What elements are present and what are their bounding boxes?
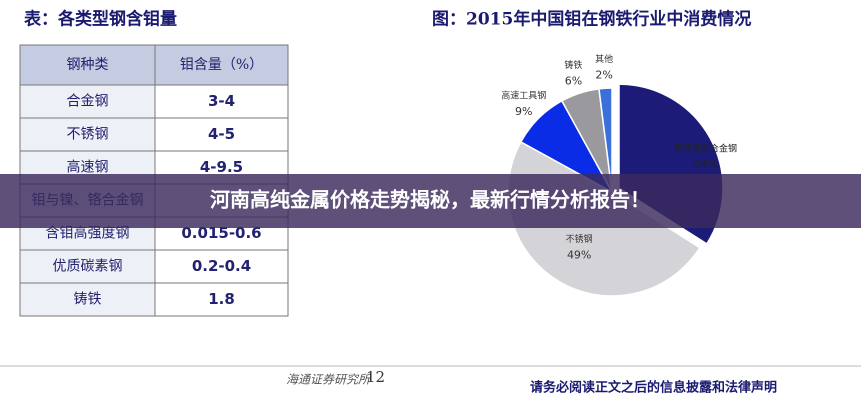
banner-bg xyxy=(0,174,861,228)
steel-cell: 高速钢 xyxy=(67,159,109,176)
table-title: 表：各类型钢含钼量 xyxy=(24,9,177,30)
value-cell: 4-5 xyxy=(208,125,235,143)
steel-cell: 含钼高强度钢 xyxy=(46,225,130,242)
steel-cell: 不锈钢 xyxy=(67,127,109,143)
slice-value: 9% xyxy=(515,105,532,118)
steel-cell: 铸铁 xyxy=(74,292,102,308)
header-cell: 钢种类 xyxy=(67,57,109,73)
page-number: 12 xyxy=(366,368,385,386)
banner-text[interactable]: 河南高纯金属价格走势揭秘，最新行情分析报告！ xyxy=(210,188,650,212)
pie-chart: 高强度低合金钢 34% 不锈钢 49% 高速工具钢 9% 铸铁 6% 其他 2% xyxy=(501,53,737,297)
row-bg xyxy=(20,250,155,283)
slice-name: 不锈钢 xyxy=(566,233,593,245)
slice-name: 其他 xyxy=(595,53,613,65)
slice-name: 铸铁 xyxy=(564,59,582,71)
value-cell: 0.2-0.4 xyxy=(192,257,251,275)
slice-value: 49% xyxy=(567,249,591,262)
pie-slice xyxy=(598,87,613,193)
value-cell: 3-4 xyxy=(208,92,235,110)
slice-value: 2% xyxy=(595,68,612,81)
value-cell: 1.8 xyxy=(208,290,235,308)
chart-title: 图：2015年中国钼在钢铁行业中消费情况 xyxy=(432,9,751,30)
header-cell: 钼含量（%） xyxy=(180,57,263,73)
slice-value: 34% xyxy=(693,158,717,171)
disclaimer: 请务必阅读正文之后的信息披露和法律声明 xyxy=(530,380,777,396)
steel-cell: 优质碳素钢 xyxy=(53,259,123,275)
value-cell: 0.015-0.6 xyxy=(181,224,261,242)
value-cell: 4-9.5 xyxy=(200,158,243,176)
slice-name: 高强度低合金钢 xyxy=(674,143,737,155)
slice-name: 高速工具钢 xyxy=(501,89,546,101)
footer-source: 海通证券研究所 xyxy=(286,373,372,387)
slice-value: 6% xyxy=(565,74,582,87)
header-bg xyxy=(20,45,288,85)
row-bg xyxy=(20,85,155,118)
row-bg xyxy=(20,118,155,151)
steel-cell: 合金钢 xyxy=(67,94,109,110)
row-bg xyxy=(20,283,155,316)
